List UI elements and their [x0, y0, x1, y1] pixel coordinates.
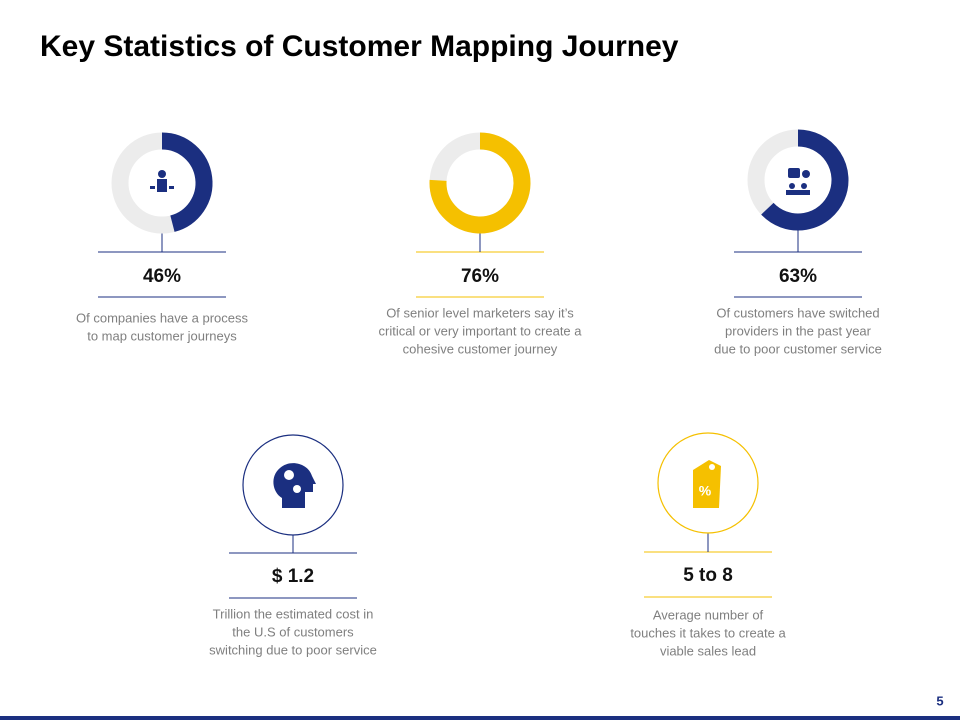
donut-arc: [161, 132, 213, 232]
stat-description: touches it takes to create a: [630, 625, 786, 640]
stat-description: switching due to poor service: [209, 642, 377, 657]
stat-description: to map customer journeys: [87, 328, 237, 343]
stat-value: 5 to 8: [683, 565, 733, 586]
stat-description: Trillion the estimated cost in: [213, 606, 374, 621]
icon-people: [786, 168, 810, 195]
stat-description: Of customers have switched: [716, 305, 879, 320]
stat-description: critical or very important to create a: [378, 323, 582, 338]
stat-description: the U.S of customers: [232, 624, 354, 639]
stat-description: providers in the past year: [725, 323, 872, 338]
icon-head: [273, 463, 316, 508]
donut-arc: [429, 132, 531, 234]
icon-tag: %: [693, 460, 721, 508]
icon-ring: [242, 434, 344, 536]
stat-description: viable sales lead: [660, 643, 756, 658]
stat-description: Of companies have a process: [76, 310, 248, 325]
page-number: 5: [936, 693, 943, 708]
svg-text:%: %: [699, 483, 712, 499]
donut-arc: [761, 129, 849, 231]
stat-value: 76%: [461, 266, 499, 287]
icon-ring: [657, 432, 759, 534]
stat-description: due to poor customer service: [714, 341, 882, 356]
stat-value: 63%: [779, 266, 817, 287]
stat-value: 46%: [143, 266, 181, 287]
stat-description: cohesive customer journey: [403, 341, 558, 356]
icon-hierarchy: [150, 170, 174, 192]
footer-bar: [0, 716, 960, 720]
stat-description: Average number of: [653, 607, 764, 622]
stat-value: $ 1.2: [272, 566, 314, 587]
slide-title: Key Statistics of Customer Mapping Journ…: [40, 30, 679, 63]
icon-meeting: [468, 173, 492, 192]
stat-description: Of senior level marketers say it’s: [386, 305, 574, 320]
